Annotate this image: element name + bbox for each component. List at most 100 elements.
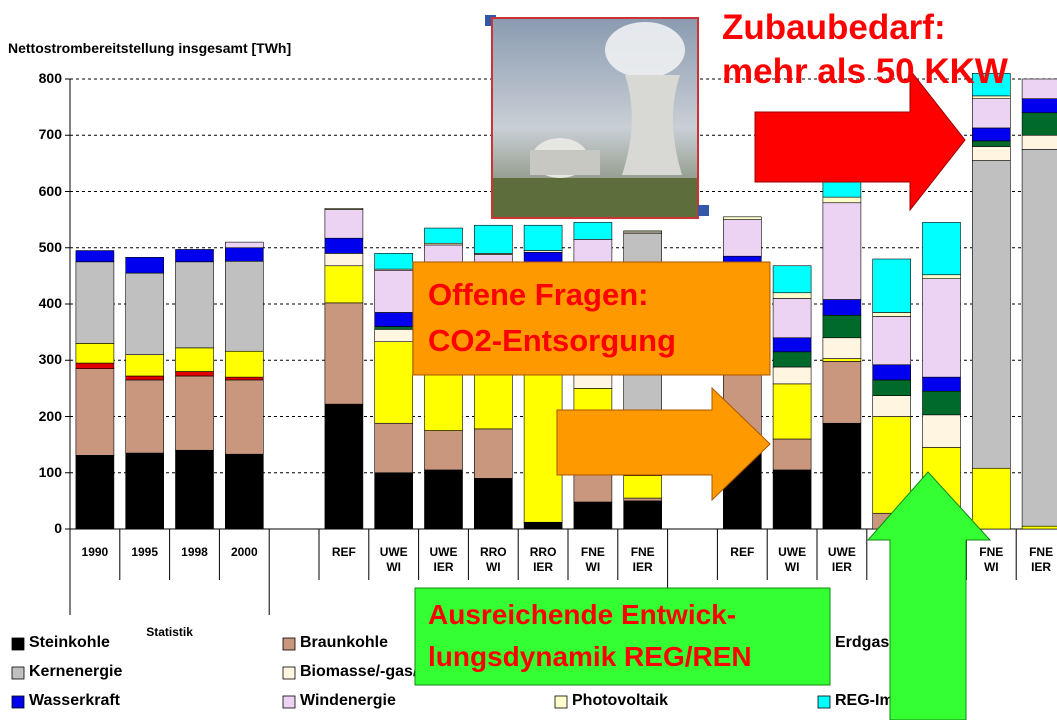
y-tick-label: 600 — [38, 182, 62, 199]
y-tick-label: 800 — [38, 70, 62, 86]
photo-corner — [698, 205, 709, 216]
legend-swatch — [554, 695, 568, 709]
legend-label: Biomasse/-gas/Müll — [300, 663, 450, 680]
bar-segment — [374, 422, 414, 474]
legend-label: Steinkohle — [29, 634, 110, 651]
bar-segment — [175, 249, 214, 263]
legend-label: Windenergie — [300, 692, 396, 709]
bar-segment — [175, 375, 214, 451]
bar-segment — [573, 501, 613, 530]
bar-segment — [872, 258, 912, 313]
bar-segment — [573, 472, 613, 503]
bar-segment — [822, 361, 862, 424]
bar-segment — [971, 160, 1011, 469]
bar-segment — [424, 430, 463, 471]
bar-segment — [971, 467, 1011, 530]
legend-swatch — [11, 695, 25, 709]
bar-segment — [324, 209, 364, 239]
bar-segment — [175, 261, 214, 349]
x-tick-label: 1998 — [181, 545, 208, 559]
x-tick-label: 1995 — [131, 545, 159, 559]
bar-segment — [324, 302, 364, 405]
x-tick-label: 2000 — [230, 545, 258, 559]
bar-segment — [971, 98, 1011, 129]
annotation: Ausreichende Entwick- lungsdynamik REG/R… — [428, 599, 752, 672]
bar-segment — [125, 257, 164, 274]
y-tick-label: 0 — [54, 520, 62, 536]
bar-segment — [175, 449, 214, 530]
bar-segment — [125, 452, 164, 530]
bar-segment — [722, 219, 762, 257]
bar-segment — [922, 222, 961, 276]
x-tick-label: 1990 — [81, 545, 109, 559]
legend-label: Photovoltaik — [572, 692, 669, 709]
bar-segment — [772, 298, 812, 339]
orange-box — [412, 261, 771, 376]
legend-label: Kernenergie — [29, 663, 123, 680]
bar-segment — [374, 472, 414, 530]
bar-segment — [424, 469, 463, 530]
bar-segment — [473, 428, 513, 479]
bar-segment — [623, 500, 663, 530]
legend-swatch — [282, 695, 296, 709]
bar-segment — [225, 260, 264, 352]
y-tick-label: 400 — [38, 295, 62, 311]
legend-label: Braunkohle — [300, 634, 389, 651]
bar-segment — [722, 216, 762, 220]
annotation: Zubaubedarf: mehr als 50 KKW — [722, 8, 1008, 91]
bar-segment — [772, 469, 812, 530]
x-tick-label: RRO IER — [529, 545, 557, 574]
legend-swatch — [11, 666, 25, 680]
red-arrow — [754, 68, 966, 212]
bar-segment — [324, 403, 364, 530]
bar-segment — [772, 265, 812, 294]
x-tick-label: UWE WI — [778, 545, 807, 574]
bar-segment — [225, 350, 264, 378]
bar-segment — [75, 261, 115, 344]
bar-segment — [225, 241, 264, 249]
legend-label: Wasserkraft — [29, 692, 121, 709]
y-tick-label: 500 — [38, 238, 62, 255]
x-tick-label: FNE WI — [580, 545, 605, 574]
legend-swatch — [11, 637, 25, 651]
x-tick-label: FNE WI — [979, 545, 1004, 574]
bar-segment — [872, 316, 912, 366]
bar-segment — [523, 224, 563, 251]
bar-segment — [125, 272, 164, 355]
y-tick-label: 300 — [38, 351, 62, 368]
bar-segment — [324, 265, 364, 304]
y-axis-title: Nettostrombereitstellung insgesamt [TWh] — [8, 40, 292, 56]
bar-segment — [125, 379, 164, 454]
bar-segment — [922, 414, 961, 448]
x-tick-label: UWE WI — [379, 545, 408, 574]
orange-arrow — [556, 386, 771, 502]
green-box — [414, 587, 831, 686]
bar-segment — [772, 438, 812, 471]
y-tick-label: 200 — [38, 407, 62, 424]
bar-segment — [822, 422, 862, 530]
bar-segment — [374, 253, 414, 270]
legend-swatch — [282, 666, 296, 680]
bar-segment — [75, 250, 115, 263]
bar-segment — [1021, 149, 1057, 527]
bar-segment — [324, 208, 364, 210]
bar-segment — [1021, 78, 1057, 99]
annotation: Offene Fragen: CO2-Entsorgung — [428, 277, 676, 358]
x-tick-label: UWE IER — [429, 545, 458, 574]
bar-segment — [75, 368, 115, 456]
bar-segment — [623, 230, 663, 233]
photo — [491, 17, 699, 219]
bar-segment — [473, 478, 513, 530]
bar-segment — [922, 278, 961, 378]
group-label: Statistik — [146, 625, 193, 639]
bar-segment — [573, 222, 613, 240]
bar-segment — [374, 269, 414, 313]
y-tick-label: 100 — [38, 463, 62, 480]
green-arrow — [866, 471, 992, 720]
bar-segment — [424, 227, 463, 244]
bar-segment — [225, 379, 264, 455]
x-tick-label: FNE IER — [630, 545, 655, 574]
bar-segment — [872, 416, 912, 514]
bar-segment — [971, 73, 1011, 97]
